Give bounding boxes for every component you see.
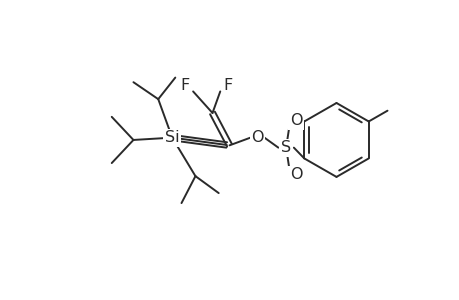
Text: S: S: [280, 140, 291, 155]
Text: F: F: [223, 78, 232, 93]
Text: Si: Si: [164, 130, 179, 145]
Text: O: O: [251, 130, 263, 145]
Text: F: F: [180, 78, 190, 93]
Text: O: O: [289, 167, 302, 182]
Text: O: O: [289, 113, 302, 128]
